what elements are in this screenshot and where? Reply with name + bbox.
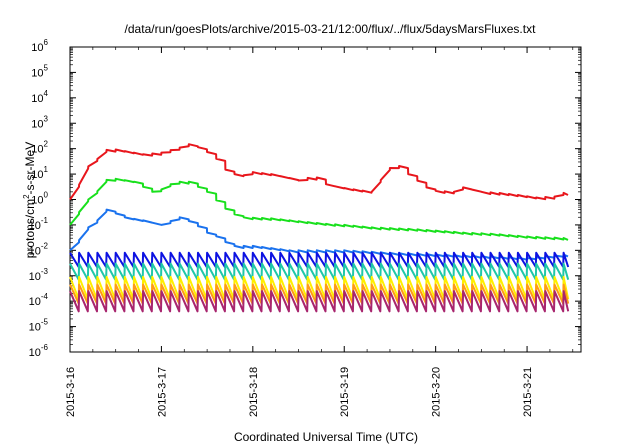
series-line-2 bbox=[69, 177, 569, 241]
x-tick-label: 2015-3-17 bbox=[156, 367, 168, 417]
series-line-5 bbox=[69, 262, 570, 281]
x-tick-label: 2015-3-20 bbox=[431, 367, 443, 417]
x-axis-label: Coordinated Universal Time (UTC) bbox=[234, 430, 418, 444]
y-tick-label: 103 bbox=[31, 114, 48, 130]
y-tick-label: 106 bbox=[31, 38, 48, 54]
x-tick-label: 2015-3-16 bbox=[65, 367, 77, 417]
y-tick-label: 100 bbox=[31, 191, 48, 207]
series-line-7 bbox=[69, 283, 570, 305]
y-axis-label-post: -s-sr-MeV bbox=[23, 142, 37, 195]
y-tick-label: 101 bbox=[31, 165, 48, 181]
y-tick-label: 102 bbox=[31, 140, 48, 156]
series-line-4 bbox=[69, 251, 570, 268]
series-line-6 bbox=[69, 275, 570, 301]
y-tick-label: 10-1 bbox=[29, 216, 49, 232]
x-tick-label: 2015-3-21 bbox=[522, 367, 534, 417]
chart-title: /data/run/goesPlots/archive/2015-03-21/1… bbox=[125, 22, 537, 36]
x-tick-label: 2015-3-18 bbox=[248, 367, 260, 417]
y-tick-label: 105 bbox=[31, 63, 48, 79]
y-axis-label: protons/cm2-s-sr-MeV bbox=[22, 142, 37, 258]
y-tick-label: 104 bbox=[31, 89, 48, 105]
series-line-3 bbox=[69, 208, 569, 261]
x-tick-label: 2015-3-19 bbox=[339, 367, 351, 417]
y-tick-label: 10-6 bbox=[29, 343, 49, 359]
series-line-1 bbox=[69, 143, 569, 201]
y-axis-label-pre: protons/cm bbox=[23, 199, 37, 258]
y-tick-label: 10-3 bbox=[29, 267, 49, 283]
y-axis-label-sup: 2 bbox=[22, 194, 31, 199]
y-tick-label: 10-4 bbox=[29, 292, 49, 308]
series-line-8 bbox=[69, 290, 570, 313]
plot-area: 10-6 10-5 10-4 10-3 10-2 10-1 100 101 102 103 104 1… bbox=[29, 38, 582, 417]
y-tick-label: 10-2 bbox=[29, 241, 49, 257]
y-tick-label: 10-5 bbox=[29, 318, 49, 334]
